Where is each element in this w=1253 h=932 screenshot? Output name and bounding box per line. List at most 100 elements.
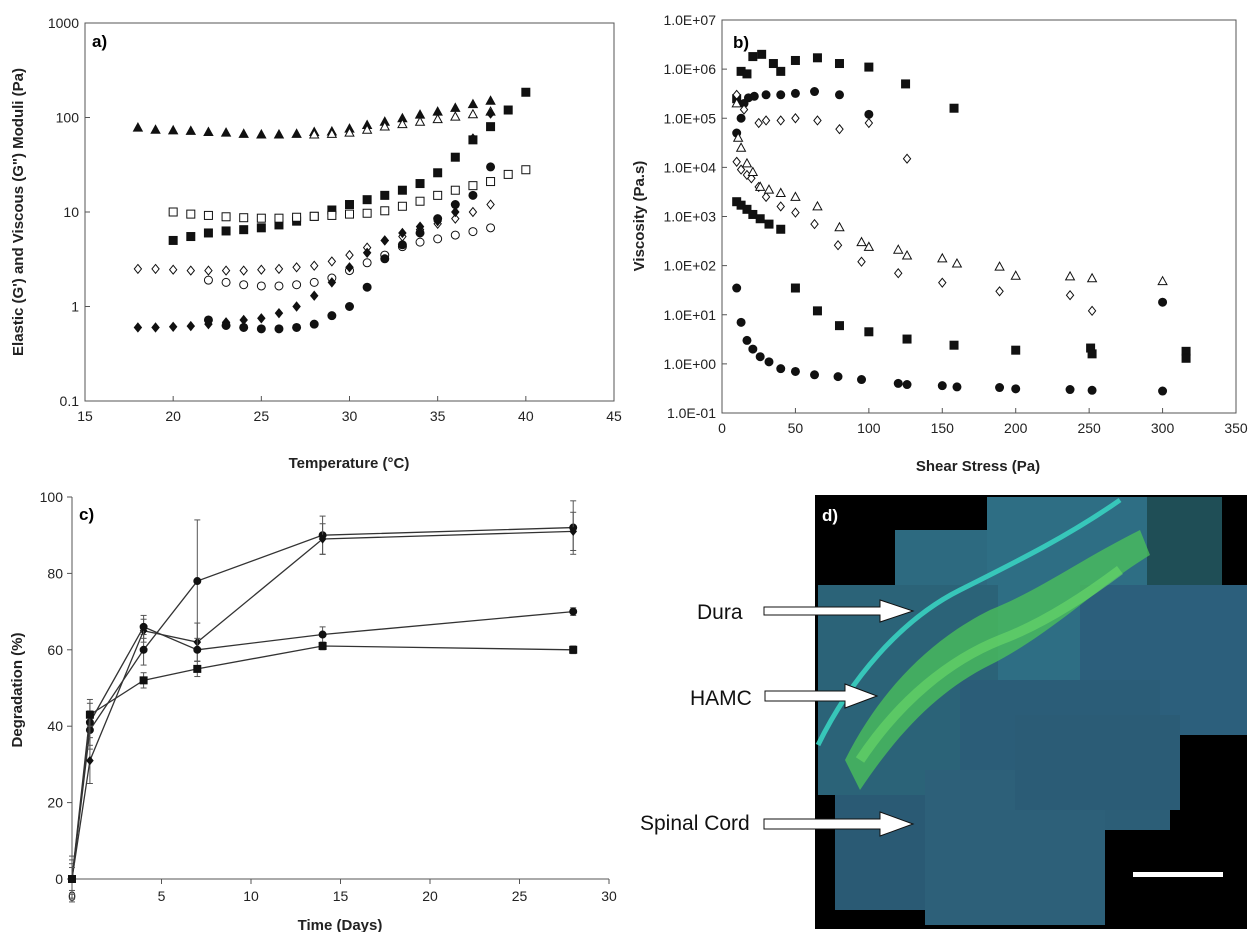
data-point [521,87,531,97]
data-point [486,199,495,210]
data-point [318,641,327,650]
data-point [1011,345,1021,355]
x-tick-label: 15 [333,888,349,904]
panel-b-marks [731,49,1191,396]
x-tick-label: 40 [518,408,534,424]
data-point [952,382,962,392]
data-point [994,261,1005,271]
data-point [361,124,373,134]
x-tick-label: 20 [165,408,181,424]
data-point [856,236,867,247]
data-point [204,265,213,276]
panel-c-axes: 051015202530020406080100 [40,489,617,904]
hamc-annotation: HAMC [690,683,879,710]
data-point [937,381,947,391]
panel-a-label: a) [92,32,107,51]
panel-c-chart: c) Time (Days) Degradation (%) 0 5 10 15 20 2… [9,489,617,932]
panel-b-chart: b) Shear Stress (Pa) Viscosity (Pa.s) 0 5… [631,12,1248,475]
y-tick-label: 10 [63,204,79,220]
data-point [735,142,747,152]
y-tick-label: 1.0E+02 [663,258,716,274]
hamc-fluorescence-band [845,530,1150,790]
data-point [741,157,753,168]
data-point [203,315,213,325]
data-point [1065,385,1075,395]
y-tick-label: 60 [47,642,63,658]
data-point [755,352,765,362]
data-point [468,206,478,218]
x-tick-label: 100 [857,420,881,436]
data-point [503,169,513,179]
data-point [256,128,267,139]
data-point [731,97,742,108]
data-point [239,322,249,332]
x-tick-label: 45 [606,408,622,424]
data-point [754,117,763,129]
data-point [764,357,774,367]
data-point [220,127,232,137]
data-point [292,322,302,332]
y-tick-label: 1.0E+05 [663,110,716,126]
data-point [327,256,337,267]
data-point [193,645,202,654]
data-point [451,213,460,224]
data-point [761,90,771,100]
data-point [569,526,577,537]
data-point [273,128,285,139]
data-point [132,122,144,132]
data-point [362,247,372,258]
data-point [345,262,354,273]
data-point [503,105,513,115]
y-tick-label: 1.0E-01 [667,405,716,421]
data-point [450,152,460,162]
data-point [732,156,741,167]
data-point [308,128,320,139]
data-point [764,219,774,229]
data-point [309,319,319,329]
data-point [810,218,819,230]
data-point [193,577,202,586]
hamc-arrow [764,683,879,709]
data-point [732,283,742,293]
y-tick-label: 1.0E+03 [663,209,716,225]
data-point [761,191,771,203]
data-point [203,126,214,137]
data-point [739,104,749,115]
data-point [238,128,249,138]
data-point [432,113,443,124]
data-point [901,249,913,260]
data-point [833,372,843,382]
data-point [763,184,775,194]
panel-a-marks [132,87,531,334]
data-point [397,240,407,250]
data-point [776,224,786,234]
x-tick-label: 20 [422,888,438,904]
data-point [749,91,759,101]
data-point [433,190,443,200]
data-point [256,223,266,233]
y-tick-label: 100 [40,489,64,505]
data-point [256,213,266,223]
data-point [415,179,425,189]
data-point [380,254,390,264]
data-point [186,265,196,276]
x-tick-label: 30 [342,408,358,424]
data-point [414,116,426,126]
data-point [748,52,758,62]
data-point [864,62,874,72]
data-point [748,209,758,219]
y-tick-label: 40 [47,718,63,734]
data-point [1157,275,1168,286]
hamc-label: HAMC [690,687,752,710]
y-tick-label: 0.1 [60,393,80,409]
data-point [415,196,425,206]
data-point [486,223,496,233]
panel-b-plot-frame [721,19,1237,414]
data-point [468,133,478,144]
data-point [362,208,372,218]
panel-c-ylabel: Degradation (%) [9,632,26,747]
data-point [902,334,912,344]
x-tick-label: 10 [243,888,259,904]
data-point [256,324,266,334]
data-point [186,320,196,332]
